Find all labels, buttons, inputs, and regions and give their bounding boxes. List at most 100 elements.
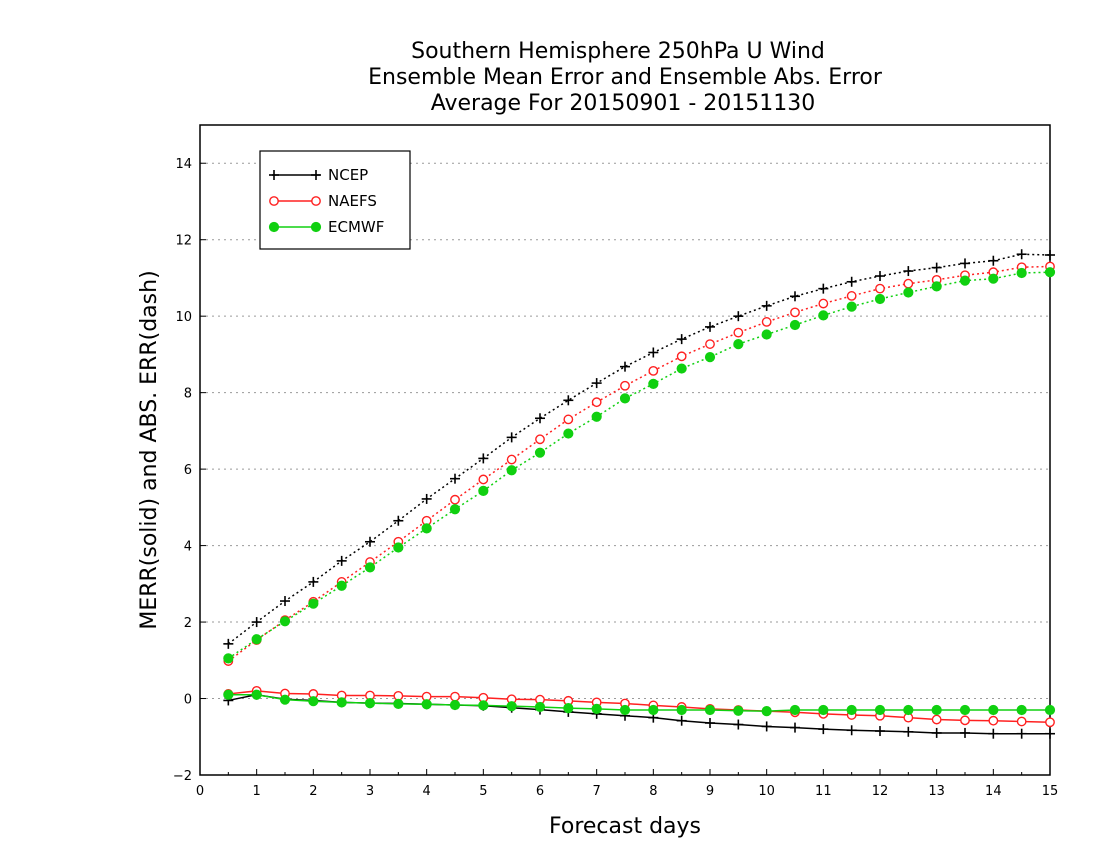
legend-marker-naefs xyxy=(311,196,321,206)
abs-err-line-ecmwf xyxy=(227,271,1051,660)
merr-point-naefs xyxy=(1016,716,1027,727)
merr-point-ecmwf xyxy=(761,706,772,717)
series xyxy=(223,249,1056,739)
merr-point-ecmwf xyxy=(393,698,404,709)
abs-err-point-ncep xyxy=(903,266,914,277)
x-tick-label: 2 xyxy=(309,784,317,799)
y-tick-label: 10 xyxy=(175,310,192,325)
abs-err-point-ecmwf xyxy=(676,363,687,374)
merr-line-naefs xyxy=(228,690,1051,723)
abs-err-point-naefs xyxy=(846,291,857,301)
merr-point-ecmwf xyxy=(676,704,687,716)
abs-err-point-ncep xyxy=(1045,250,1055,260)
y-tick-label: 4 xyxy=(184,540,192,555)
abs-err-point-ncep xyxy=(280,596,290,607)
merr-point-ecmwf xyxy=(733,705,744,716)
abs-err-point-ncep xyxy=(591,378,602,389)
abs-err-point-naefs xyxy=(790,307,800,318)
series-naefs xyxy=(223,261,1055,728)
legend-label-naefs: NAEFS xyxy=(328,192,377,210)
abs-err-point-ecmwf xyxy=(733,338,744,350)
title-line-3: Average For 20150901 - 20151130 xyxy=(431,91,816,116)
merr-point-ecmwf xyxy=(478,700,489,711)
x-tick-label: 6 xyxy=(536,784,544,799)
merr-line-ncep xyxy=(228,693,1050,735)
abs-err-point-ncep xyxy=(365,536,375,547)
x-tick-label: 3 xyxy=(366,784,374,799)
merr-point-ncep xyxy=(676,715,687,726)
merr-point-ecmwf xyxy=(818,704,829,716)
abs-err-point-ecmwf xyxy=(478,485,489,497)
abs-err-point-ecmwf xyxy=(874,293,886,305)
series-ecmwf xyxy=(223,267,1056,717)
merr-point-ecmwf xyxy=(336,697,347,708)
merr-point-ncep xyxy=(733,719,744,730)
abs-err-point-ecmwf xyxy=(223,653,234,664)
abs-err-point-ncep xyxy=(535,413,545,424)
legend-marker-ncep xyxy=(311,170,321,180)
title-line-2: Ensemble Mean Error and Ensemble Abs. Er… xyxy=(368,65,883,90)
x-tick-label: 7 xyxy=(593,784,601,799)
abs-err-point-ecmwf xyxy=(761,329,772,340)
legend-marker-ecmwf xyxy=(310,221,322,233)
abs-err-line-ncep xyxy=(227,253,1051,645)
merr-point-naefs xyxy=(960,715,970,726)
abs-err-point-ecmwf xyxy=(1044,267,1056,278)
merr-point-ecmwf xyxy=(874,704,886,716)
abs-err-point-naefs xyxy=(478,474,489,485)
merr-point-ecmwf xyxy=(846,704,857,716)
abs-err-point-ecmwf xyxy=(534,447,546,458)
abs-err-point-ecmwf xyxy=(364,562,376,573)
merr-point-ecmwf xyxy=(704,704,716,716)
x-tick-label: 10 xyxy=(758,784,775,799)
abs-err-point-naefs xyxy=(506,454,517,465)
abs-err-point-ecmwf xyxy=(789,319,801,331)
x-tick-label: 11 xyxy=(815,784,832,799)
abs-err-line-naefs xyxy=(227,265,1051,662)
abs-err-point-ecmwf xyxy=(393,542,404,553)
abs-err-point-ecmwf xyxy=(1016,267,1027,279)
y-tick-label: 14 xyxy=(175,157,192,172)
abs-err-point-ncep xyxy=(223,638,234,649)
abs-err-point-ecmwf xyxy=(506,465,517,476)
merr-point-ecmwf xyxy=(421,699,432,710)
abs-err-point-ncep xyxy=(563,395,574,406)
y-axis-label: MERR(solid) and ABS. ERR(dash) xyxy=(137,270,162,629)
merr-point-ecmwf xyxy=(279,694,291,705)
abs-err-point-naefs xyxy=(563,414,574,425)
merr-point-ecmwf xyxy=(1016,704,1027,716)
merr-point-ncep xyxy=(846,725,857,736)
abs-err-point-ncep xyxy=(336,555,347,566)
merr-point-naefs xyxy=(450,691,460,702)
merr-point-ecmwf xyxy=(988,704,999,716)
merr-point-ncep xyxy=(903,726,914,737)
abs-err-point-ecmwf xyxy=(308,598,319,609)
abs-err-point-ecmwf xyxy=(818,310,829,321)
abs-err-point-ncep xyxy=(931,262,942,273)
merr-line-ecmwf xyxy=(228,693,1050,712)
abs-err-point-ecmwf xyxy=(648,378,659,389)
abs-err-point-ecmwf xyxy=(704,351,716,363)
abs-err-point-ncep xyxy=(506,432,517,443)
x-axis-label: Forecast days xyxy=(549,814,701,839)
abs-err-point-ncep xyxy=(960,258,970,269)
merr-point-naefs xyxy=(931,714,942,725)
merr-point-ncep xyxy=(960,727,970,738)
abs-err-point-ncep xyxy=(648,347,659,358)
legend-box xyxy=(259,150,411,250)
x-tick-label: 4 xyxy=(423,784,431,799)
merr-point-ecmwf xyxy=(449,699,461,711)
title-line-1: Southern Hemisphere 250hPa U Wind xyxy=(411,39,825,64)
abs-err-point-naefs xyxy=(535,434,545,445)
merr-point-ecmwf xyxy=(648,704,659,716)
abs-err-point-ncep xyxy=(988,255,999,266)
abs-err-point-ecmwf xyxy=(591,411,602,422)
y-tick-label: 8 xyxy=(184,387,192,402)
merr-point-ecmwf xyxy=(789,704,801,716)
abs-err-point-ncep xyxy=(251,617,262,628)
legend-label-ncep: NCEP xyxy=(328,166,368,184)
x-tick-label: 5 xyxy=(479,784,487,799)
